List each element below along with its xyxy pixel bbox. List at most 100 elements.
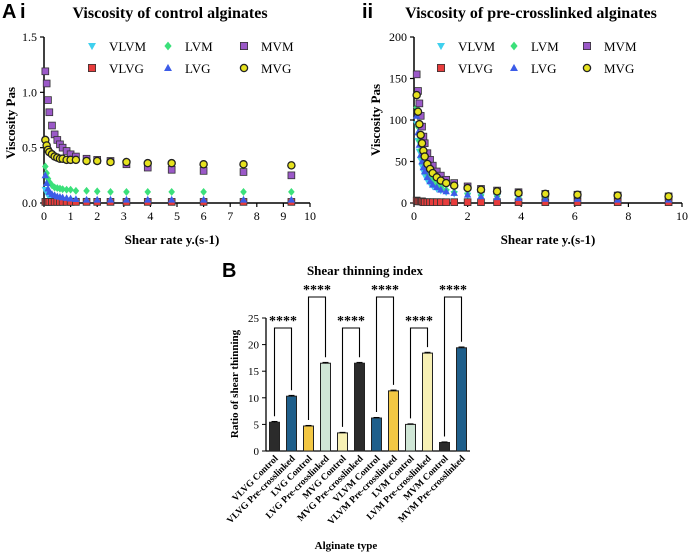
point-mvg bbox=[239, 160, 248, 169]
point-lvg bbox=[93, 195, 101, 203]
significance-label: **** bbox=[303, 283, 331, 298]
point-lvm bbox=[63, 185, 70, 194]
y-tick-label: 0 bbox=[401, 196, 407, 210]
point-mvg bbox=[441, 178, 451, 188]
x-axis-label: Shear rate y.(s-1) bbox=[125, 232, 220, 247]
legend-item-lvg: LVG bbox=[510, 61, 557, 76]
point-lvm bbox=[72, 186, 80, 195]
x-tick-label: 5 bbox=[174, 209, 180, 223]
legend-marker bbox=[510, 41, 518, 51]
y-tick-label: 10 bbox=[248, 393, 260, 405]
x-tick-label: 4 bbox=[518, 209, 524, 223]
point-lvm bbox=[83, 186, 90, 195]
x-tick-label: 4 bbox=[147, 209, 153, 223]
point-lvg bbox=[463, 190, 472, 198]
legend-marker bbox=[88, 42, 96, 51]
point-lvg bbox=[41, 171, 50, 179]
legend-label: VLVM bbox=[458, 39, 496, 54]
point-lvg bbox=[66, 194, 75, 202]
point-mvm bbox=[415, 99, 424, 108]
bar-lvg-control bbox=[303, 424, 314, 452]
point-mvm bbox=[42, 79, 51, 88]
legend-label: LVG bbox=[531, 61, 557, 76]
bracket-line bbox=[307, 296, 327, 420]
legend-item-vlvg: VLVG bbox=[436, 61, 493, 76]
x-tick-label: 8 bbox=[625, 209, 631, 223]
bar bbox=[456, 347, 467, 452]
point-lvg bbox=[199, 195, 208, 203]
x-ticks: 0 1 2 3 4 5 6 7 8 9 10 bbox=[41, 203, 316, 223]
point-lvm bbox=[123, 187, 130, 196]
point-lvg bbox=[419, 163, 428, 171]
point-lvg bbox=[541, 194, 550, 202]
legend-item-mvm: MVM bbox=[239, 39, 294, 54]
point-mvm bbox=[41, 67, 50, 76]
y-tick-label: 100 bbox=[389, 113, 407, 127]
bracket-line bbox=[341, 327, 361, 427]
x-axis-label: Shear rate y.(s-1) bbox=[501, 232, 596, 247]
point-mvg bbox=[613, 191, 622, 200]
y-tick-label: 200 bbox=[389, 30, 407, 44]
point-lvm bbox=[43, 169, 50, 178]
series-mvg bbox=[412, 90, 673, 201]
point-lvg bbox=[144, 195, 152, 203]
significance-label: **** bbox=[371, 283, 399, 298]
legend-marker bbox=[239, 42, 248, 51]
point-mvg bbox=[514, 188, 523, 198]
chart-title: Shear thinning index bbox=[307, 263, 424, 278]
x-tick-label: 3 bbox=[121, 209, 127, 223]
point-mvg bbox=[167, 158, 176, 168]
chart-shear-thinning-index: Shear thinning index Ratio of shear thin… bbox=[226, 263, 470, 552]
point-mvg bbox=[416, 130, 425, 140]
y-axis-label: Viscosity Pas bbox=[3, 87, 18, 159]
y-tick-label: 150 bbox=[389, 72, 407, 86]
point-mvg bbox=[417, 138, 427, 148]
point-mvg bbox=[71, 155, 81, 165]
point-lvg bbox=[493, 193, 501, 201]
x-tick-label: 6 bbox=[572, 209, 578, 223]
point-mvm bbox=[44, 96, 52, 104]
point-mvm bbox=[239, 168, 248, 176]
series-mvm bbox=[412, 70, 673, 201]
point-vlvg bbox=[477, 198, 485, 206]
point-lvg bbox=[72, 195, 80, 203]
bracket-line bbox=[375, 296, 395, 413]
bar-vlvm-pre-crosslinked bbox=[388, 389, 399, 452]
y-tick-label: 0 bbox=[254, 446, 260, 458]
y-ticks: 0.0 0.5 1.0 1.5 bbox=[22, 30, 44, 210]
series-lvm bbox=[42, 162, 295, 196]
point-mvg bbox=[413, 107, 423, 116]
significance-bracket: **** bbox=[303, 283, 331, 420]
point-mvm bbox=[48, 121, 56, 130]
legend-item-vlvm: VLVM bbox=[437, 39, 496, 54]
point-mvg bbox=[92, 156, 102, 166]
x-tick-label: 6 bbox=[201, 209, 207, 223]
legend: VLVM LVM MVM VLVG LVG MVG bbox=[436, 39, 637, 76]
legend-label: LVG bbox=[185, 61, 211, 76]
legend-marker bbox=[239, 63, 249, 73]
point-mvm bbox=[287, 171, 296, 180]
point-mvg bbox=[541, 189, 550, 199]
legend-marker bbox=[437, 42, 445, 51]
y-tick-label: 5 bbox=[254, 419, 260, 431]
point-mvg bbox=[449, 181, 459, 190]
x-tick-label: 2 bbox=[94, 209, 100, 223]
significance-bracket: **** bbox=[337, 314, 365, 427]
point-mvg bbox=[420, 152, 429, 161]
point-lvg bbox=[420, 167, 429, 175]
legend-marker bbox=[583, 42, 592, 51]
point-lvg bbox=[167, 195, 176, 203]
significance-bracket: **** bbox=[405, 314, 433, 419]
point-mvm bbox=[45, 108, 54, 117]
legend-label: MVM bbox=[604, 39, 637, 54]
point-mvm bbox=[199, 167, 208, 175]
point-lvg bbox=[442, 187, 450, 195]
series-lvg bbox=[41, 171, 296, 203]
point-mvg bbox=[122, 157, 131, 167]
significance-bracket: **** bbox=[371, 283, 399, 413]
series-mvg bbox=[41, 135, 296, 170]
point-lvg bbox=[423, 173, 432, 181]
point-lvg bbox=[433, 183, 441, 191]
bar bbox=[405, 423, 416, 452]
